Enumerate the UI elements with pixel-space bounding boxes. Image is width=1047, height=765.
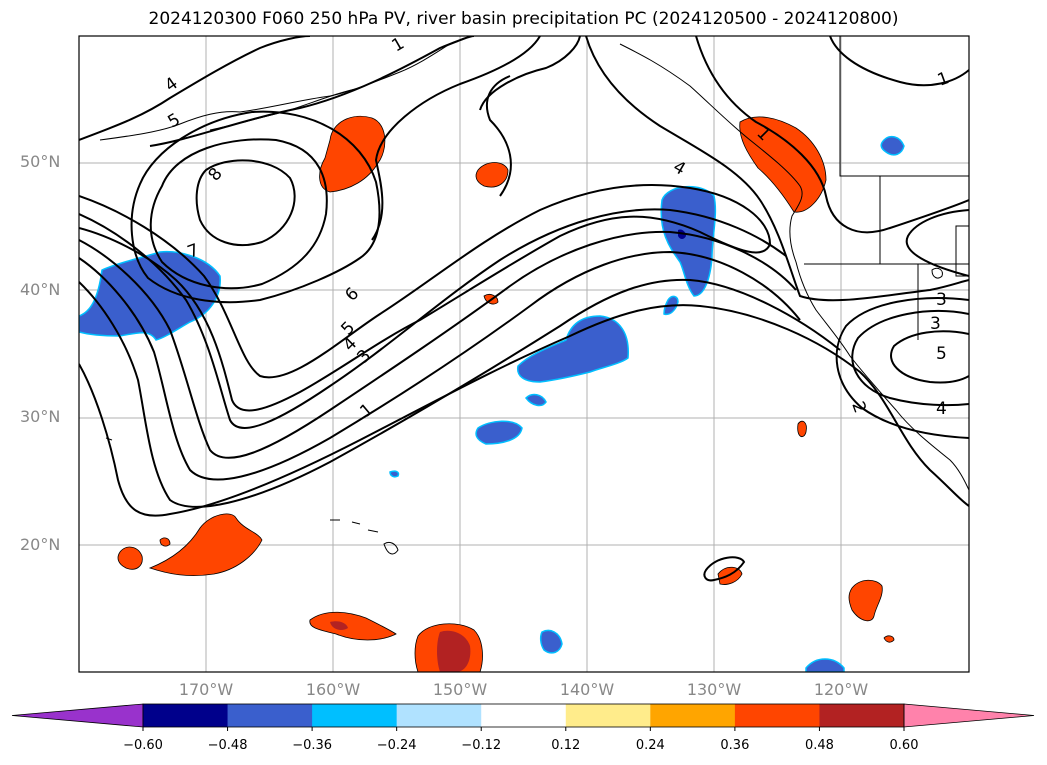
colorbar-segment	[481, 704, 567, 727]
colorbar-tick-label: −0.12	[461, 738, 502, 753]
colorbar-segment	[396, 704, 482, 727]
colorbar-extend-low	[11, 703, 144, 728]
colorbar-segment	[227, 704, 313, 727]
colorbar-frame	[142, 703, 905, 728]
colorbar-segment	[650, 704, 736, 727]
negative-anomaly-regions	[79, 135, 905, 672]
colorbar-segment	[819, 704, 905, 727]
pv-contours	[79, 36, 969, 582]
colorbar-tick-label: 0.48	[804, 738, 834, 753]
contour-label: 5	[936, 344, 947, 364]
lat-label-50n: 50°N	[20, 152, 61, 171]
contour-label: 3	[930, 314, 941, 334]
colorbar-segment	[734, 704, 820, 727]
map-frame	[78, 35, 970, 673]
colorbar-tick-label: −0.24	[376, 738, 417, 753]
colorbar-tick-label: 0.12	[551, 738, 581, 753]
colorbar-tick-label: −0.36	[292, 738, 333, 753]
lon-label-160w: 160°W	[305, 680, 361, 699]
lon-label-130w: 130°W	[686, 680, 742, 699]
lon-label-150w: 150°W	[432, 680, 488, 699]
strong-positive-cores	[330, 621, 471, 672]
coastlines	[99, 36, 969, 555]
colorbar-tick-label: −0.60	[123, 738, 163, 753]
colorbar-segment	[143, 704, 229, 727]
lon-label-140w: 140°W	[559, 680, 615, 699]
lon-label-170w: 170°W	[178, 680, 234, 699]
lat-label-20n: 20°N	[20, 535, 61, 554]
lon-label-120w: 120°W	[813, 680, 869, 699]
colorbar-segment	[565, 704, 651, 727]
colorbar-tick-label: −0.48	[207, 738, 248, 753]
contour-label: 3	[936, 290, 947, 310]
colorbar-tick-label: 0.36	[720, 738, 750, 753]
colorbar-extend-high	[903, 703, 1035, 728]
colorbar	[11, 703, 1035, 731]
colorbar-tick-label: 0.60	[889, 738, 919, 753]
colorbar-segment	[312, 704, 398, 727]
colorbar-tick-label: 0.24	[635, 738, 665, 753]
lat-label-30n: 30°N	[20, 407, 61, 426]
map-title: 2024120300 F060 250 hPa PV, river basin …	[148, 9, 899, 29]
contour-label: 4	[936, 399, 947, 419]
lat-label-40n: 40°N	[20, 280, 61, 299]
